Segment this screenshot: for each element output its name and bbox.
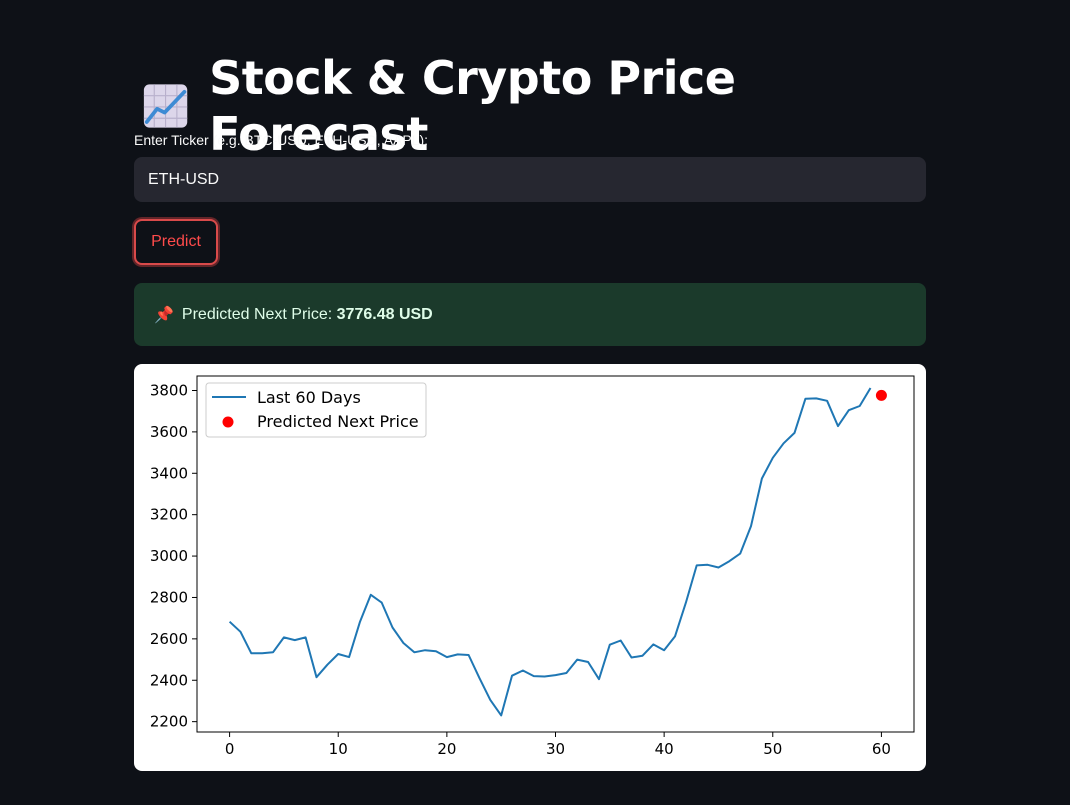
x-tick-label: 20 [437,740,456,758]
x-tick-label: 10 [329,740,348,758]
predicted-point [875,389,887,401]
result-prefix: Predicted Next Price: [181,305,333,323]
ticker-input-value: ETH-USD [148,170,220,188]
ticker-input[interactable]: ETH-USD [134,157,926,202]
x-tick-label: 0 [225,740,235,758]
x-tick-label: 60 [872,740,891,758]
chart-increasing-icon [143,84,188,128]
y-tick-label: 3600 [150,423,188,441]
result-value: 3776.48 USD [336,305,433,323]
y-tick-label: 2200 [150,713,188,731]
legend-label-predicted: Predicted Next Price [257,412,419,431]
x-tick-label: 30 [546,740,565,758]
y-tick-label: 2800 [150,588,188,606]
x-tick-label: 40 [655,740,674,758]
y-tick-label: 2600 [150,630,188,648]
legend-label-last-60-days: Last 60 Days [257,388,361,407]
pushpin-icon: 📌 [154,306,174,324]
prediction-result: 📌 Predicted Next Price: 3776.48 USD [134,283,926,346]
price-chart-card: 0 10 20 30 40 50 60 2200 2400 2600 2800 3000 3200 340… [134,364,926,771]
y-tick-label: 3000 [150,547,188,565]
ticker-label: Enter Ticker (e.g. BTC-USD, ETH-USD, AAP… [134,132,429,148]
y-tick-label: 3800 [150,381,188,399]
x-tick-label: 50 [763,740,782,758]
page-title: Stock & Crypto Price Forecast [209,51,736,161]
predict-button[interactable]: Predict [134,219,218,265]
legend-box [205,382,427,438]
y-tick-label: 3400 [150,464,188,482]
series-line-last-60-days [228,387,872,717]
y-tick-label: 2400 [150,671,188,689]
price-chart: 0 10 20 30 40 50 60 2200 2400 2600 2800 3000 3200 340… [150,375,915,758]
y-tick-label: 3200 [150,506,188,524]
legend-point-swatch [222,416,234,428]
page-header: Stock & Crypto Price Forecast [142,50,926,162]
